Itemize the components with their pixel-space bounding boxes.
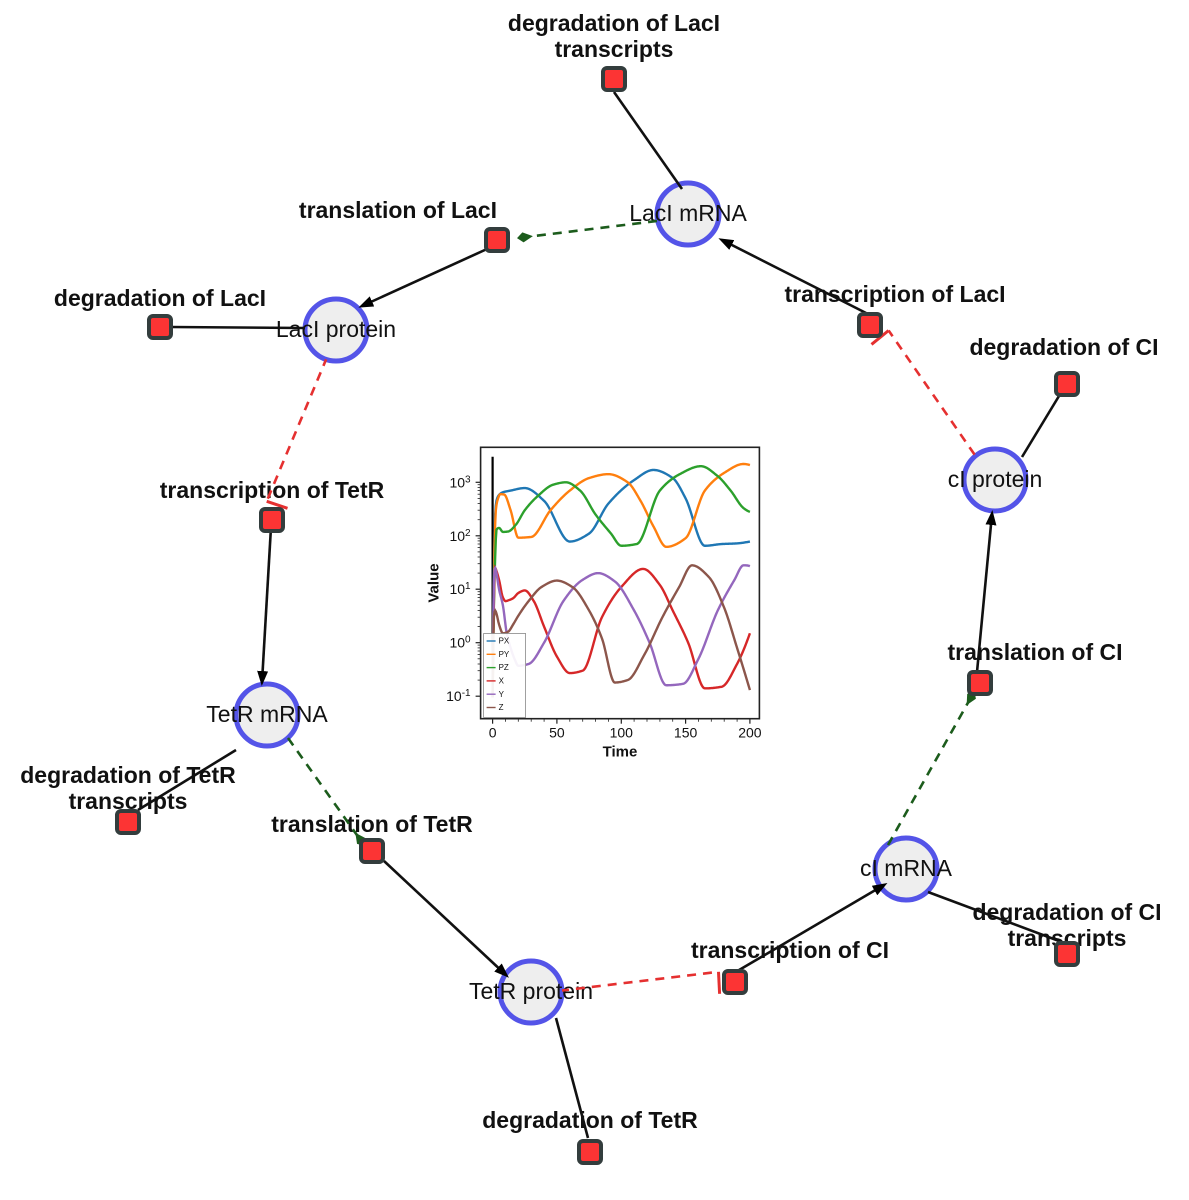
svg-text:102: 102: [449, 527, 471, 544]
svg-text:Y: Y: [499, 690, 505, 699]
svg-text:200: 200: [738, 725, 762, 741]
svg-text:transcripts: transcripts: [555, 36, 674, 62]
svg-text:0: 0: [489, 725, 497, 741]
svg-text:Value: Value: [426, 563, 443, 602]
svg-text:transcription of TetR: transcription of TetR: [160, 477, 385, 503]
svg-text:Z: Z: [499, 703, 504, 712]
svg-text:degradation of TetR: degradation of TetR: [482, 1107, 698, 1133]
svg-text:10-1: 10-1: [446, 688, 471, 705]
svg-text:translation of TetR: translation of TetR: [271, 811, 473, 837]
svg-text:101: 101: [449, 581, 471, 598]
svg-text:translation of CI: translation of CI: [947, 639, 1122, 665]
svg-text:150: 150: [674, 725, 698, 741]
svg-text:degradation of CI: degradation of CI: [972, 899, 1161, 925]
svg-text:PX: PX: [499, 637, 510, 646]
svg-text:degradation of LacI: degradation of LacI: [508, 10, 720, 36]
svg-text:cI mRNA: cI mRNA: [860, 855, 953, 881]
svg-text:degradation of TetR: degradation of TetR: [20, 762, 236, 788]
svg-text:degradation of CI: degradation of CI: [969, 334, 1158, 360]
svg-text:degradation of LacI: degradation of LacI: [54, 285, 266, 311]
svg-text:Time: Time: [603, 744, 638, 761]
svg-text:TetR protein: TetR protein: [469, 978, 593, 1004]
svg-text:cI protein: cI protein: [948, 466, 1043, 492]
svg-text:translation of LacI: translation of LacI: [299, 197, 497, 223]
svg-text:TetR mRNA: TetR mRNA: [206, 701, 328, 727]
svg-text:transcription of LacI: transcription of LacI: [784, 281, 1005, 307]
svg-text:100: 100: [610, 725, 634, 741]
svg-text:100: 100: [449, 634, 471, 651]
svg-text:PZ: PZ: [499, 663, 509, 672]
svg-text:LacI mRNA: LacI mRNA: [629, 200, 747, 226]
svg-text:50: 50: [549, 725, 565, 741]
svg-text:X: X: [499, 677, 505, 686]
svg-text:103: 103: [449, 474, 471, 491]
svg-text:PY: PY: [499, 650, 510, 659]
